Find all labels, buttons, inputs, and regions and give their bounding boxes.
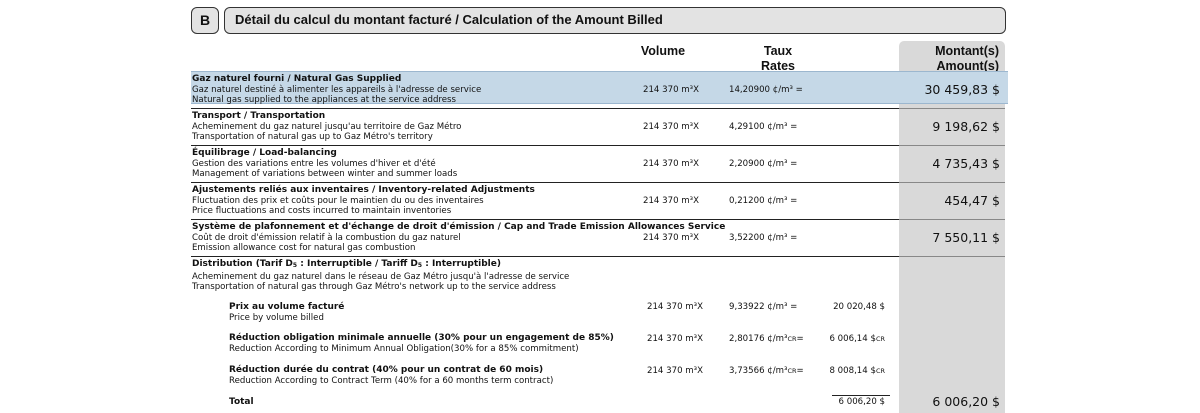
distribution-total: Total [229,397,649,408]
row-desc-fr: Gaz naturel destiné à alimenter les appa… [192,84,482,95]
row-title: Transport / Transportation [192,111,326,121]
total-label: Total [229,397,254,407]
item-rate: 3,73566 ¢/m³CR= [729,366,804,376]
amount-divider [899,256,1005,257]
row-volume: 214 370 m³X [643,233,699,243]
amount-divider [899,145,1005,146]
distribution-desc-en: Transportation of natural gas through Ga… [192,282,556,292]
total-rule [832,395,890,396]
total-subtotal: 6 006,20 $ [838,397,885,407]
charge-row-transport: Transport / Transportation Acheminement … [192,111,892,143]
charge-row-load-balancing: Équilibrage / Load-balancing Gestion des… [192,148,892,180]
item-subtotal: 20 020,48 $ [833,302,885,312]
row-rate: 3,52200 ¢/m³ = [729,233,798,243]
row-desc-en: Price fluctuations and costs incurred to… [192,206,452,216]
row-amount: 4 735,43 $ [932,156,1000,171]
highlighted-row-background [191,71,1008,104]
row-amount: 9 198,62 $ [932,119,1000,134]
item-volume: 214 370 m³X [647,302,703,312]
item-title: Prix au volume facturé [229,302,345,312]
row-title: Ajustements reliés aux inventaires / Inv… [192,185,535,195]
row-divider [191,219,899,220]
row-desc-en: Management of variations between winter … [192,169,458,179]
row-divider [191,145,899,146]
row-rate: 0,21200 ¢/m³ = [729,196,798,206]
distribution-item-volume-price: Prix au volume facturé Price by volume b… [229,302,649,323]
row-divider [191,108,899,109]
row-volume: 214 370 m³X [643,196,699,206]
charge-row-cap-and-trade: Système de plafonnement et d'échange de … [192,222,892,254]
row-desc-fr: Acheminement du gaz naturel jusqu'au ter… [192,121,462,132]
row-rate: 2,20900 ¢/m³ = [729,159,798,169]
distribution-item-contract-term: Réduction durée du contrat (40% pour un … [229,365,649,386]
row-rate: 14,20900 ¢/m³ = [729,85,803,95]
charge-row-inventory-adjustments: Ajustements reliés aux inventaires / Inv… [192,185,892,217]
row-title: Système de plafonnement et d'échange de … [192,222,726,232]
row-volume: 214 370 m³X [643,122,699,132]
item-volume: 214 370 m³X [647,366,703,376]
section-header: B Détail du calcul du montant facturé / … [191,7,1006,34]
total-amount: 6 006,20 $ [932,394,1000,409]
item-title: Réduction obligation minimale annuelle (… [229,333,614,343]
distribution-item-min-obligation: Réduction obligation minimale annuelle (… [229,333,649,354]
distribution-title: Distribution (Tarif D5 : Interruptible /… [192,259,501,269]
row-amount: 454,47 $ [944,193,1000,208]
section-letter: B [191,7,219,34]
amount-divider [899,219,1005,220]
item-subtotal: 8 008,14 $CR [829,366,885,376]
row-amount: 30 459,83 $ [924,82,1000,97]
row-divider [191,256,899,257]
item-desc: Price by volume billed [229,312,324,323]
row-desc-fr: Fluctuation des prix et coûts pour le ma… [192,195,484,206]
row-desc-fr: Coût de droit d'émission relatif à la co… [192,232,461,243]
distribution-desc-fr: Acheminement du gaz naturel dans le rése… [192,271,570,282]
item-desc: Reduction According to Minimum Annual Ob… [229,343,579,354]
charge-row-natural-gas: Gaz naturel fourni / Natural Gas Supplie… [192,74,892,106]
row-divider [191,182,899,183]
item-rate: 9,33922 ¢/m³ = [729,302,798,312]
row-rate: 4,29100 ¢/m³ = [729,122,798,132]
column-header-volume: Volume [640,44,686,58]
item-desc: Reduction According to Contract Term (40… [229,375,554,386]
row-desc-en: Emission allowance cost for natural gas … [192,243,416,253]
amount-divider [899,108,1005,109]
row-volume: 214 370 m³X [643,85,699,95]
charge-row-distribution: Distribution (Tarif D5 : Interruptible /… [192,259,892,293]
item-subtotal: 6 006,14 $CR [829,334,885,344]
item-title: Réduction durée du contrat (40% pour un … [229,365,544,375]
row-desc-fr: Gestion des variations entre les volumes… [192,158,436,169]
column-header-rates: Taux Rates [760,44,796,73]
item-rate: 2,80176 ¢/m³CR= [729,334,804,344]
row-amount: 7 550,11 $ [932,230,1000,245]
item-volume: 214 370 m³X [647,334,703,344]
row-volume: 214 370 m³X [643,159,699,169]
row-title: Gaz naturel fourni / Natural Gas Supplie… [192,74,402,84]
column-header-amount: Montant(s) Amount(s) [935,44,999,73]
row-desc-en: Transportation of natural gas up to Gaz … [192,132,433,142]
amount-divider [899,182,1005,183]
section-title: Détail du calcul du montant facturé / Ca… [224,7,1006,34]
row-desc-en: Natural gas supplied to the appliances a… [192,95,457,105]
row-title: Équilibrage / Load-balancing [192,148,337,158]
